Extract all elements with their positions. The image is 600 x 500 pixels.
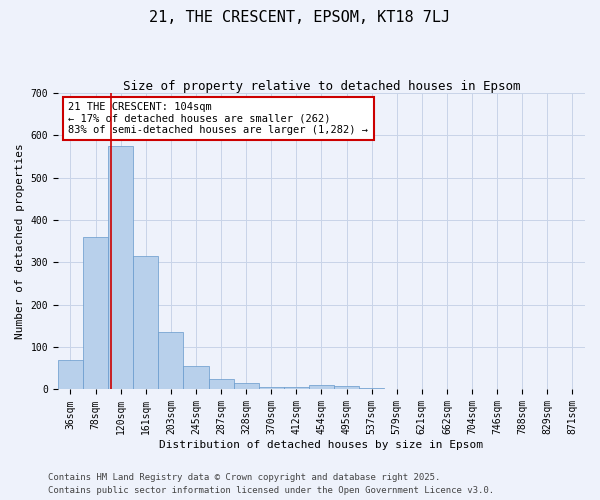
Text: 21 THE CRESCENT: 104sqm
← 17% of detached houses are smaller (262)
83% of semi-d: 21 THE CRESCENT: 104sqm ← 17% of detache… bbox=[68, 102, 368, 135]
Bar bbox=[158, 332, 184, 390]
X-axis label: Distribution of detached houses by size in Epsom: Distribution of detached houses by size … bbox=[160, 440, 484, 450]
Bar bbox=[233, 383, 259, 390]
Bar bbox=[83, 237, 108, 390]
Bar bbox=[359, 388, 384, 390]
Bar bbox=[58, 360, 83, 390]
Bar bbox=[184, 366, 209, 390]
Bar bbox=[334, 386, 359, 390]
Bar bbox=[284, 388, 309, 390]
Title: Size of property relative to detached houses in Epsom: Size of property relative to detached ho… bbox=[123, 80, 520, 93]
Text: Contains HM Land Registry data © Crown copyright and database right 2025.: Contains HM Land Registry data © Crown c… bbox=[48, 472, 440, 482]
Text: Contains public sector information licensed under the Open Government Licence v3: Contains public sector information licen… bbox=[48, 486, 494, 495]
Bar bbox=[209, 379, 233, 390]
Bar bbox=[309, 385, 334, 390]
Bar bbox=[108, 146, 133, 390]
Y-axis label: Number of detached properties: Number of detached properties bbox=[15, 144, 25, 339]
Bar bbox=[259, 386, 284, 390]
Bar bbox=[133, 256, 158, 390]
Text: 21, THE CRESCENT, EPSOM, KT18 7LJ: 21, THE CRESCENT, EPSOM, KT18 7LJ bbox=[149, 10, 451, 25]
